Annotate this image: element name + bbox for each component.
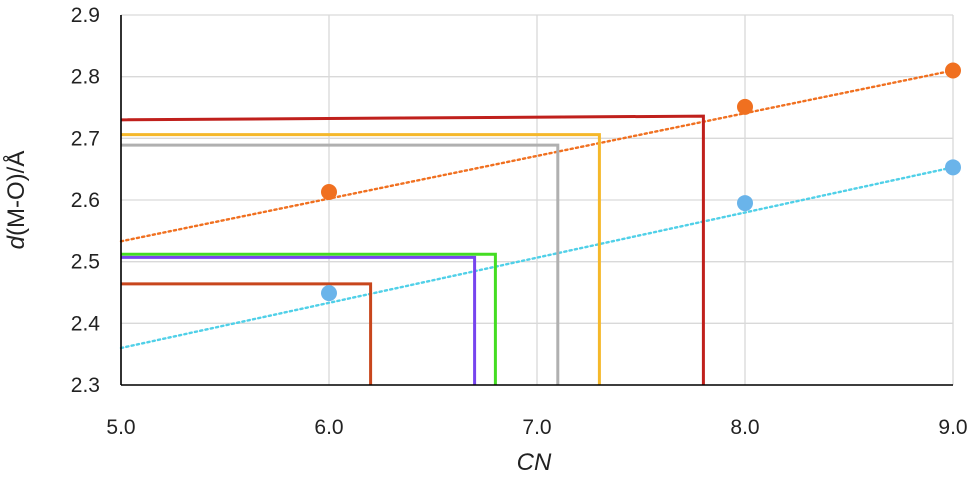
reference-lines [120,114,705,385]
y-axis-title-rest: (M-O)/Å [2,151,30,236]
y-tick-label-3: 2.6 [71,189,100,212]
axes [120,15,953,386]
data-point-orange-1 [737,98,753,115]
x-axis-title-italic: CN [517,449,552,476]
reference-line-4 [121,255,477,385]
data-point-blue-1 [737,195,753,212]
y-tick-labels: 2.3 2.4 2.5 2.6 2.7 2.8 2.9 [71,4,101,397]
data-point-blue-2 [945,159,961,176]
y-tick-label-4: 2.7 [71,127,100,150]
y-axis-title: d(M-O)/Å [2,151,30,250]
reference-line-3 [121,252,497,385]
data-point-orange-0 [321,183,337,200]
x-tick-label-3: 8.0 [730,416,759,439]
reference-line-2 [121,143,560,385]
reference-line-0 [120,114,705,385]
reference-line-5 [121,282,373,385]
data-point-blue-0 [321,285,337,302]
x-tick-label-2: 7.0 [522,416,551,439]
grid [120,14,954,386]
trendline-blue [119,166,955,350]
y-tick-label-0: 2.3 [71,374,100,397]
x-tick-labels: 5.0 6.0 7.0 8.0 9.0 [106,416,967,439]
data-points [321,62,961,302]
y-tick-label-2: 2.5 [71,251,100,274]
x-tick-label-0: 5.0 [106,416,135,439]
x-tick-label-1: 6.0 [314,416,343,439]
x-axis-title: CN [517,449,552,476]
y-axis-title-italic: d [3,235,30,249]
trendlines [119,69,955,350]
trendline-orange [119,69,955,243]
data-point-orange-2 [945,62,961,79]
y-tick-label-5: 2.8 [71,66,100,89]
reference-line-1 [121,133,601,385]
x-tick-label-4: 9.0 [938,416,967,439]
y-tick-label-6: 2.9 [71,4,100,27]
y-tick-label-1: 2.4 [71,312,101,335]
